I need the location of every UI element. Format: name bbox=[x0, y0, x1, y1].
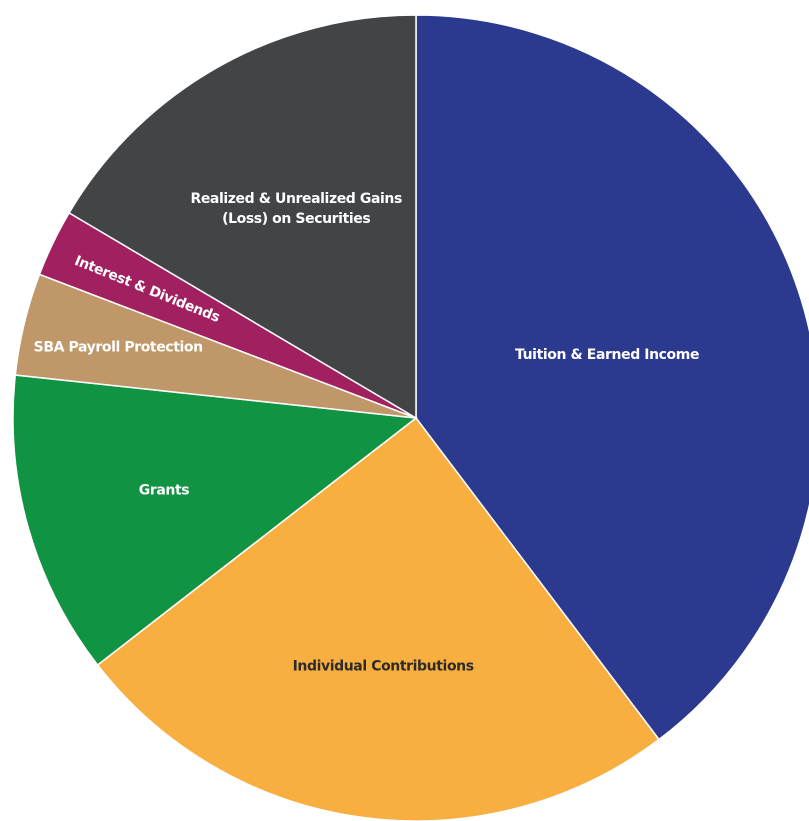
slices-layer bbox=[12, 14, 809, 821]
pie-label-tuition-and-earned-income: Tuition & Earned Income bbox=[515, 347, 699, 363]
pie-label-sba-payroll-protection: SBA Payroll Protection bbox=[34, 340, 203, 356]
pie-slice-tuition-and-earned-income bbox=[415, 14, 809, 741]
pie-label-realized-and-unrealized-gains-loss-on-securities: Realized & Unrealized Gains (Loss) on Sec… bbox=[190, 191, 402, 227]
pie-slice-individual-contributions bbox=[96, 416, 661, 821]
pie-slice-realized-and-unrealized-gains-loss-on-securities bbox=[68, 14, 417, 420]
pie-label-individual-contributions: Individual Contributions bbox=[293, 659, 474, 675]
pie-label-grants: Grants bbox=[139, 482, 190, 498]
pie-slice-grants bbox=[12, 374, 418, 667]
